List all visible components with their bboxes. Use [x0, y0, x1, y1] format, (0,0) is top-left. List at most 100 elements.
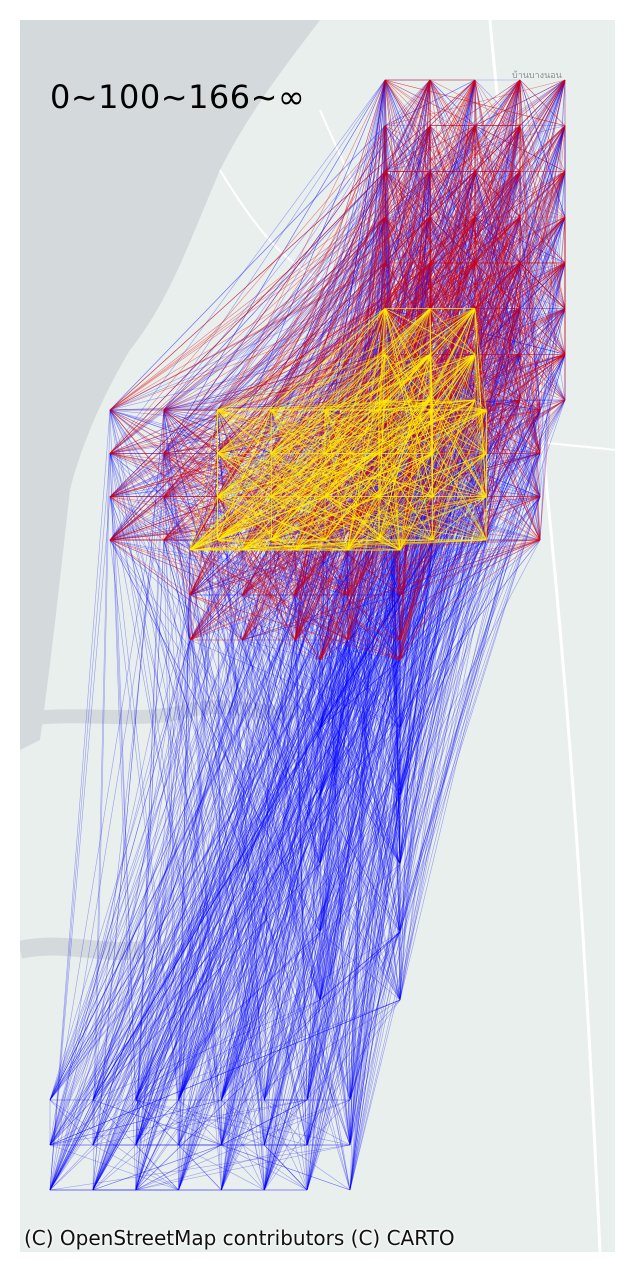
- flow-line: [384, 171, 566, 401]
- flow-line: [178, 354, 476, 1101]
- flow-line: [221, 659, 321, 1101]
- flow-line: [349, 453, 487, 1146]
- flow-line: [399, 354, 476, 933]
- flow-line: [294, 594, 348, 641]
- flow-line: [306, 727, 401, 1101]
- flow-line: [347, 539, 380, 641]
- flow-line: [429, 216, 541, 497]
- flow-line: [294, 452, 487, 551]
- flow-line: [49, 594, 348, 1101]
- flow-line: [474, 125, 521, 218]
- flow-line: [163, 409, 265, 1191]
- flow-line: [399, 125, 521, 933]
- flow-line: [109, 308, 386, 497]
- flow-line: [384, 79, 487, 454]
- flow-line: [271, 539, 348, 596]
- flow-line: [264, 453, 487, 1191]
- flow-line: [217, 496, 272, 541]
- flow-line: [49, 639, 191, 1146]
- flow-line: [217, 409, 265, 1146]
- flow-line: [474, 171, 541, 541]
- flow-line: [347, 125, 386, 641]
- flow-line: [429, 216, 476, 264]
- flow-line: [429, 216, 476, 264]
- flow-line: [306, 354, 476, 1191]
- flow-line: [49, 399, 386, 1191]
- flow-line: [474, 308, 566, 355]
- flow-line: [519, 79, 566, 126]
- flow-line: [519, 79, 566, 126]
- flow-line: [384, 171, 431, 264]
- flow-line: [319, 659, 401, 865]
- flow-line: [474, 79, 566, 126]
- flow-line: [135, 79, 386, 1101]
- flow-line: [349, 639, 401, 1191]
- flow-line: [49, 863, 321, 1146]
- flow-line: [384, 171, 431, 309]
- flow-line: [319, 795, 401, 933]
- flow-line: [189, 496, 379, 551]
- flow-line: [399, 125, 431, 1001]
- flow-line: [264, 496, 380, 1191]
- flow-line: [399, 79, 431, 641]
- flow-line: [264, 308, 476, 1146]
- flow-line: [221, 262, 566, 1101]
- flow-line: [474, 399, 487, 541]
- flow-line: [163, 79, 386, 454]
- flow-line: [378, 496, 401, 933]
- flow-line: [109, 125, 521, 541]
- flow-line: [519, 262, 566, 309]
- flow-line: [486, 262, 566, 541]
- flow-line: [163, 125, 521, 454]
- flow-line: [429, 216, 541, 454]
- flow-line: [109, 216, 431, 411]
- flow-line: [384, 171, 476, 309]
- flow-line: [49, 496, 541, 1146]
- flow-line: [349, 539, 433, 1191]
- flow-line: [519, 262, 566, 309]
- flow-line: [49, 549, 401, 1191]
- flow-line: [189, 639, 222, 1146]
- flow-line: [217, 453, 272, 497]
- flow-line: [474, 79, 521, 126]
- flow-line: [109, 453, 191, 641]
- flow-line: [242, 79, 431, 551]
- flow-line: [349, 308, 566, 1191]
- flow-line: [378, 399, 476, 411]
- flow-line: [92, 539, 433, 1101]
- flow-line: [178, 1099, 265, 1191]
- flow-line: [178, 594, 401, 1191]
- flow-line: [474, 125, 521, 263]
- flow-line: [178, 354, 476, 1101]
- flow-line: [306, 399, 521, 1146]
- flow-line: [135, 308, 566, 1146]
- flow-line: [163, 409, 191, 641]
- flow-line: [264, 999, 321, 1101]
- flow-line: [429, 125, 521, 309]
- flow-line: [347, 496, 541, 551]
- flow-line: [474, 171, 566, 264]
- flow-line: [432, 79, 521, 411]
- flow-line: [324, 399, 431, 454]
- flow-line: [324, 216, 431, 454]
- flow-line: [135, 539, 218, 1101]
- flow-line: [242, 354, 566, 596]
- flow-line: [189, 539, 487, 641]
- flow-line: [109, 308, 566, 541]
- flow-line: [92, 999, 321, 1101]
- flow-line: [178, 79, 431, 1191]
- flow-line: [242, 549, 321, 865]
- flow-line: [178, 171, 566, 1101]
- flow-line: [49, 1099, 222, 1146]
- flow-line: [347, 453, 487, 596]
- flow-line: [349, 795, 401, 1146]
- flow-line: [264, 659, 401, 1101]
- flow-line: [109, 539, 191, 596]
- flow-line: [135, 639, 401, 1146]
- flow-line: [49, 496, 218, 1146]
- flow-line: [163, 171, 386, 411]
- flow-line: [319, 453, 487, 729]
- flow-line: [399, 308, 566, 1001]
- flow-line: [399, 453, 433, 865]
- flow-line: [347, 639, 401, 865]
